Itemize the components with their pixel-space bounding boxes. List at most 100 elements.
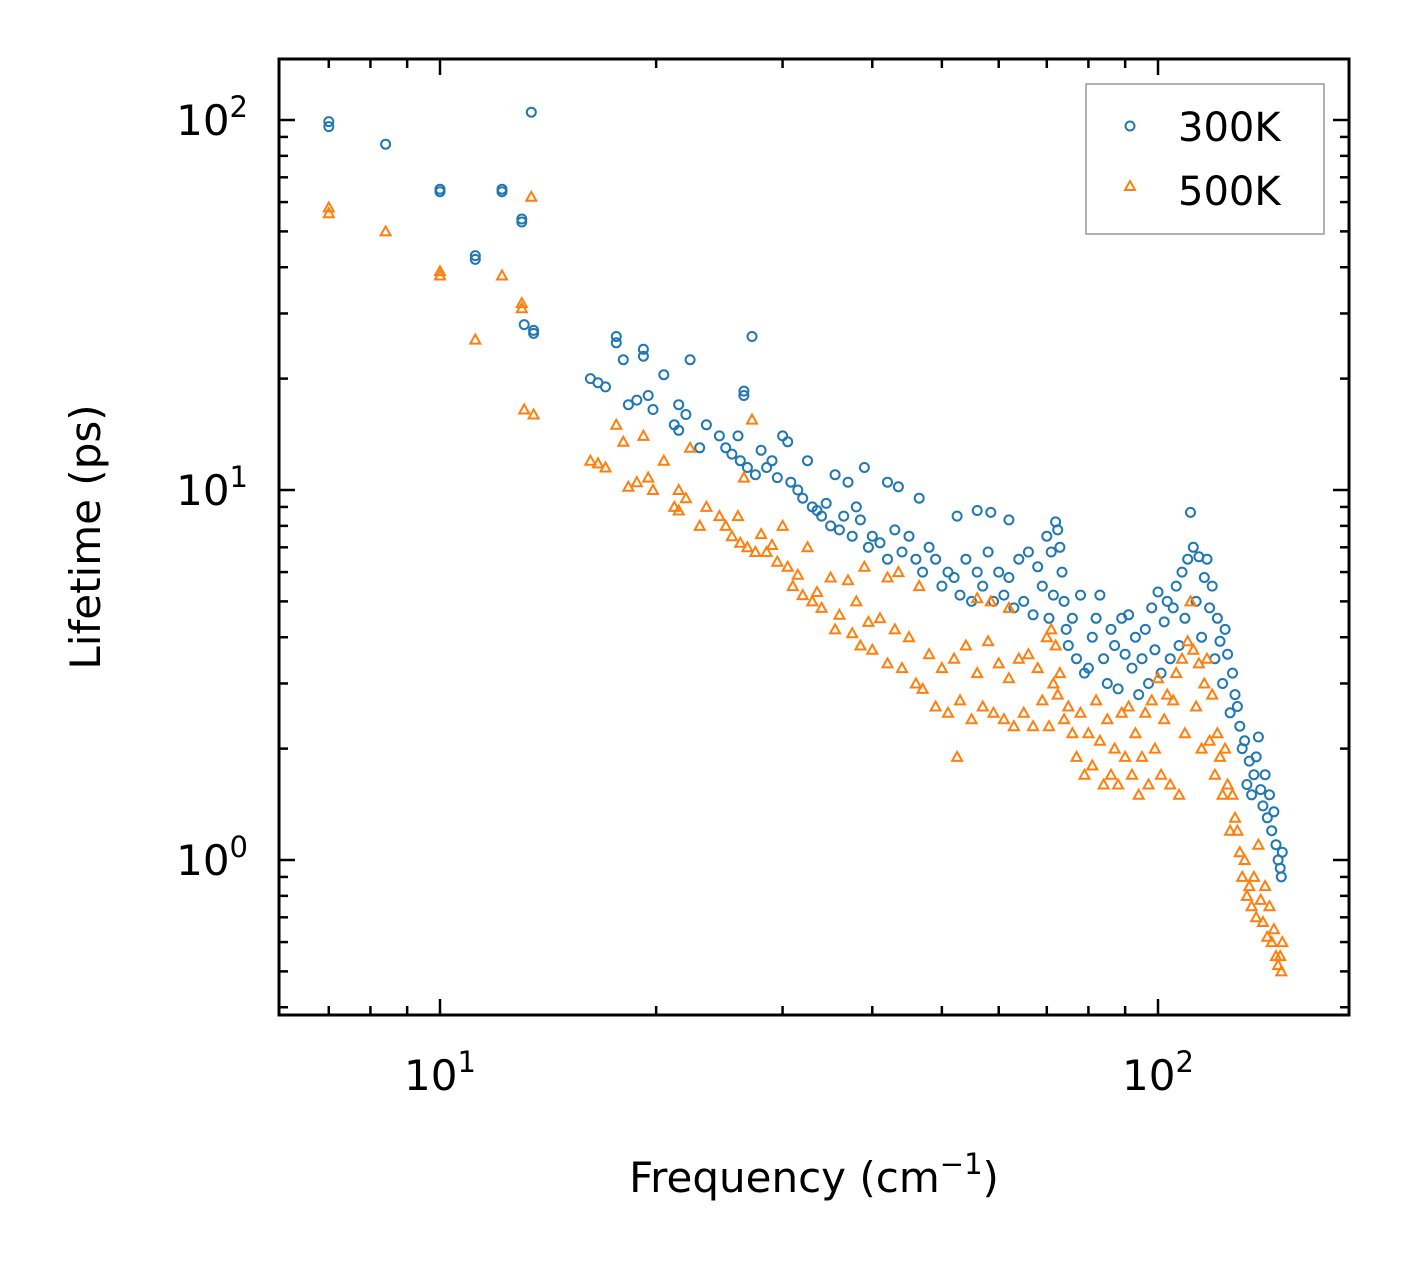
data-point-500k bbox=[953, 693, 967, 706]
data-point-500k bbox=[888, 622, 902, 635]
data-point-300k bbox=[1198, 572, 1210, 583]
data-point-300k bbox=[1266, 825, 1278, 837]
data-point-500k bbox=[1053, 666, 1067, 679]
data-point-500k bbox=[433, 264, 447, 277]
data-point-500k bbox=[981, 634, 995, 647]
data-point-500k bbox=[1200, 651, 1214, 664]
data-point-300k bbox=[680, 409, 692, 420]
data-point-300k bbox=[1214, 635, 1226, 647]
data-point-500k bbox=[800, 540, 815, 553]
data-point-500k bbox=[1044, 622, 1058, 635]
data-point-500k bbox=[609, 417, 623, 430]
data-point-500k bbox=[765, 537, 779, 550]
data-point-500k bbox=[1265, 935, 1279, 948]
data-point-300k bbox=[761, 462, 773, 473]
data-point-500k bbox=[515, 301, 529, 314]
data-point-300k bbox=[1013, 553, 1025, 565]
y-axis-label: Lifetime (ps) bbox=[61, 404, 110, 669]
data-point-300k bbox=[647, 404, 659, 415]
data-point-500k bbox=[1154, 767, 1168, 780]
data-point-500k bbox=[1065, 726, 1080, 739]
data-point-300k bbox=[858, 462, 870, 473]
data-point-300k bbox=[380, 138, 392, 150]
data-point-500k bbox=[636, 428, 651, 441]
data-point-300k bbox=[1227, 667, 1238, 679]
data-point-500k bbox=[880, 570, 895, 583]
data-point-300k bbox=[1211, 612, 1223, 624]
data-point-500k bbox=[672, 503, 686, 516]
data-point-300k bbox=[323, 121, 335, 133]
data-point-500k bbox=[693, 518, 707, 531]
data-point-500k bbox=[1274, 964, 1288, 977]
data-point-500k bbox=[1021, 647, 1036, 660]
data-point-300k bbox=[985, 506, 997, 518]
data-point-500k bbox=[667, 499, 681, 512]
data-point-500k bbox=[970, 666, 984, 679]
data-point-300k bbox=[1204, 602, 1216, 614]
data-point-300k bbox=[816, 510, 828, 522]
data-point-300k bbox=[1054, 541, 1066, 553]
data-point-500k bbox=[1186, 642, 1200, 655]
data-point-500k bbox=[754, 527, 768, 540]
data-point-500k bbox=[1138, 705, 1152, 718]
data-point-500k bbox=[598, 460, 613, 473]
data-point-300k bbox=[1179, 612, 1191, 624]
data-point-300k bbox=[1082, 662, 1094, 674]
data-point-500k bbox=[740, 540, 755, 553]
data-point-300k bbox=[1196, 631, 1208, 643]
data-point-300k bbox=[1119, 648, 1131, 660]
data-point-300k bbox=[1136, 653, 1148, 665]
data-point-300k bbox=[892, 481, 904, 493]
data-point-500k bbox=[1210, 726, 1225, 739]
data-point-300k bbox=[726, 448, 738, 460]
data-point-300k bbox=[755, 444, 767, 456]
data-point-500k bbox=[922, 647, 936, 660]
data-point-500k bbox=[1262, 899, 1277, 912]
major-ticks bbox=[279, 59, 1349, 1015]
data-point-500k bbox=[1100, 712, 1114, 725]
data-point-300k bbox=[1206, 580, 1218, 592]
legend-marker-300k bbox=[1124, 120, 1136, 132]
data-point-500k bbox=[1118, 749, 1132, 762]
data-point-500k bbox=[1213, 749, 1227, 762]
data-point-300k bbox=[1257, 800, 1269, 812]
data-point-300k bbox=[1276, 846, 1288, 858]
data-point-300k bbox=[846, 530, 858, 542]
data-point-300k bbox=[1161, 595, 1173, 607]
data-point-500k bbox=[1157, 712, 1171, 725]
data-point-300k bbox=[1032, 561, 1044, 573]
y-tick-label: 101 bbox=[176, 460, 248, 515]
data-point-500k bbox=[1235, 869, 1249, 882]
data-point-500k bbox=[737, 470, 751, 483]
data-point-500k bbox=[1048, 638, 1063, 651]
data-point-300k bbox=[1041, 530, 1053, 542]
data-point-500k bbox=[1230, 823, 1245, 836]
data-point-300k bbox=[1239, 735, 1251, 747]
data-point-500k bbox=[1096, 777, 1111, 790]
data-point-500k bbox=[725, 529, 739, 542]
data-point-300k bbox=[982, 546, 994, 558]
data-point-300k bbox=[825, 520, 837, 532]
data-point-500k bbox=[1166, 693, 1180, 706]
data-point-500k bbox=[1205, 687, 1219, 700]
data-point-300k bbox=[971, 505, 983, 516]
data-point-500k bbox=[1178, 726, 1192, 739]
data-point-500k bbox=[1085, 758, 1099, 771]
data-point-500k bbox=[515, 296, 529, 309]
data-point-500k bbox=[935, 661, 949, 674]
data-point-300k bbox=[1217, 678, 1229, 689]
data-point-500k bbox=[1145, 693, 1159, 706]
data-point-300k bbox=[1164, 653, 1176, 665]
data-point-300k bbox=[882, 553, 893, 565]
data-point-300k bbox=[323, 116, 335, 128]
data-point-300k bbox=[1187, 541, 1199, 553]
data-point-500k bbox=[1002, 671, 1016, 684]
data-point-500k bbox=[1215, 787, 1230, 800]
data-point-500k bbox=[1273, 949, 1287, 962]
data-point-500k bbox=[1128, 726, 1143, 739]
data-point-300k bbox=[1045, 546, 1057, 558]
data-point-500k bbox=[1141, 777, 1156, 790]
data-point-300k bbox=[1003, 572, 1015, 583]
data-point-300k bbox=[1062, 640, 1074, 651]
data-point-300k bbox=[1090, 612, 1102, 624]
